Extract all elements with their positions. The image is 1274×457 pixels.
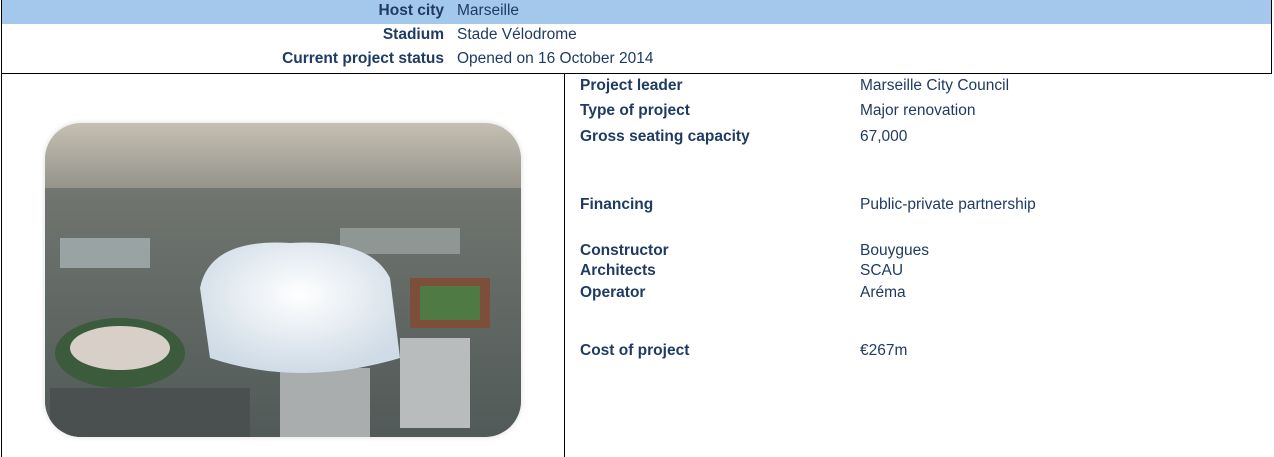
detail-value: Marseille City Council: [860, 77, 1010, 94]
detail-value: Aréma: [860, 284, 906, 301]
header-label: Stadium: [382, 26, 444, 43]
column-divider: [564, 74, 565, 457]
header-value: Marseille: [457, 2, 520, 19]
detail-label: Type of project: [580, 102, 690, 119]
header-value: Opened on 16 October 2014: [457, 50, 654, 67]
header-row: Current project status Opened on 16 Octo…: [1, 48, 1272, 74]
detail-label: Cost of project: [580, 342, 690, 359]
detail-value: Public-private partnership: [860, 196, 1036, 213]
header-row: Host city Marseille: [1, 0, 1272, 24]
detail-value: SCAU: [860, 262, 904, 279]
left-border: [1, 74, 2, 457]
header-value: Stade Vélodrome: [457, 26, 577, 43]
detail-label: Financing: [580, 196, 654, 213]
detail-label: Gross seating capacity: [580, 128, 750, 145]
stadium-photo: [45, 123, 521, 437]
detail-label: Operator: [580, 284, 646, 301]
detail-label: Constructor: [580, 242, 669, 259]
detail-value: Bouygues: [860, 242, 929, 259]
header-label: Current project status: [282, 50, 444, 67]
detail-value: €267m: [860, 342, 908, 359]
detail-value: Major renovation: [860, 102, 976, 119]
detail-label: Project leader: [580, 77, 683, 94]
header-label: Host city: [378, 2, 444, 19]
header-row: Stadium Stade Vélodrome: [1, 24, 1272, 48]
detail-value: 67,000: [860, 128, 908, 145]
detail-label: Architects: [580, 262, 656, 279]
